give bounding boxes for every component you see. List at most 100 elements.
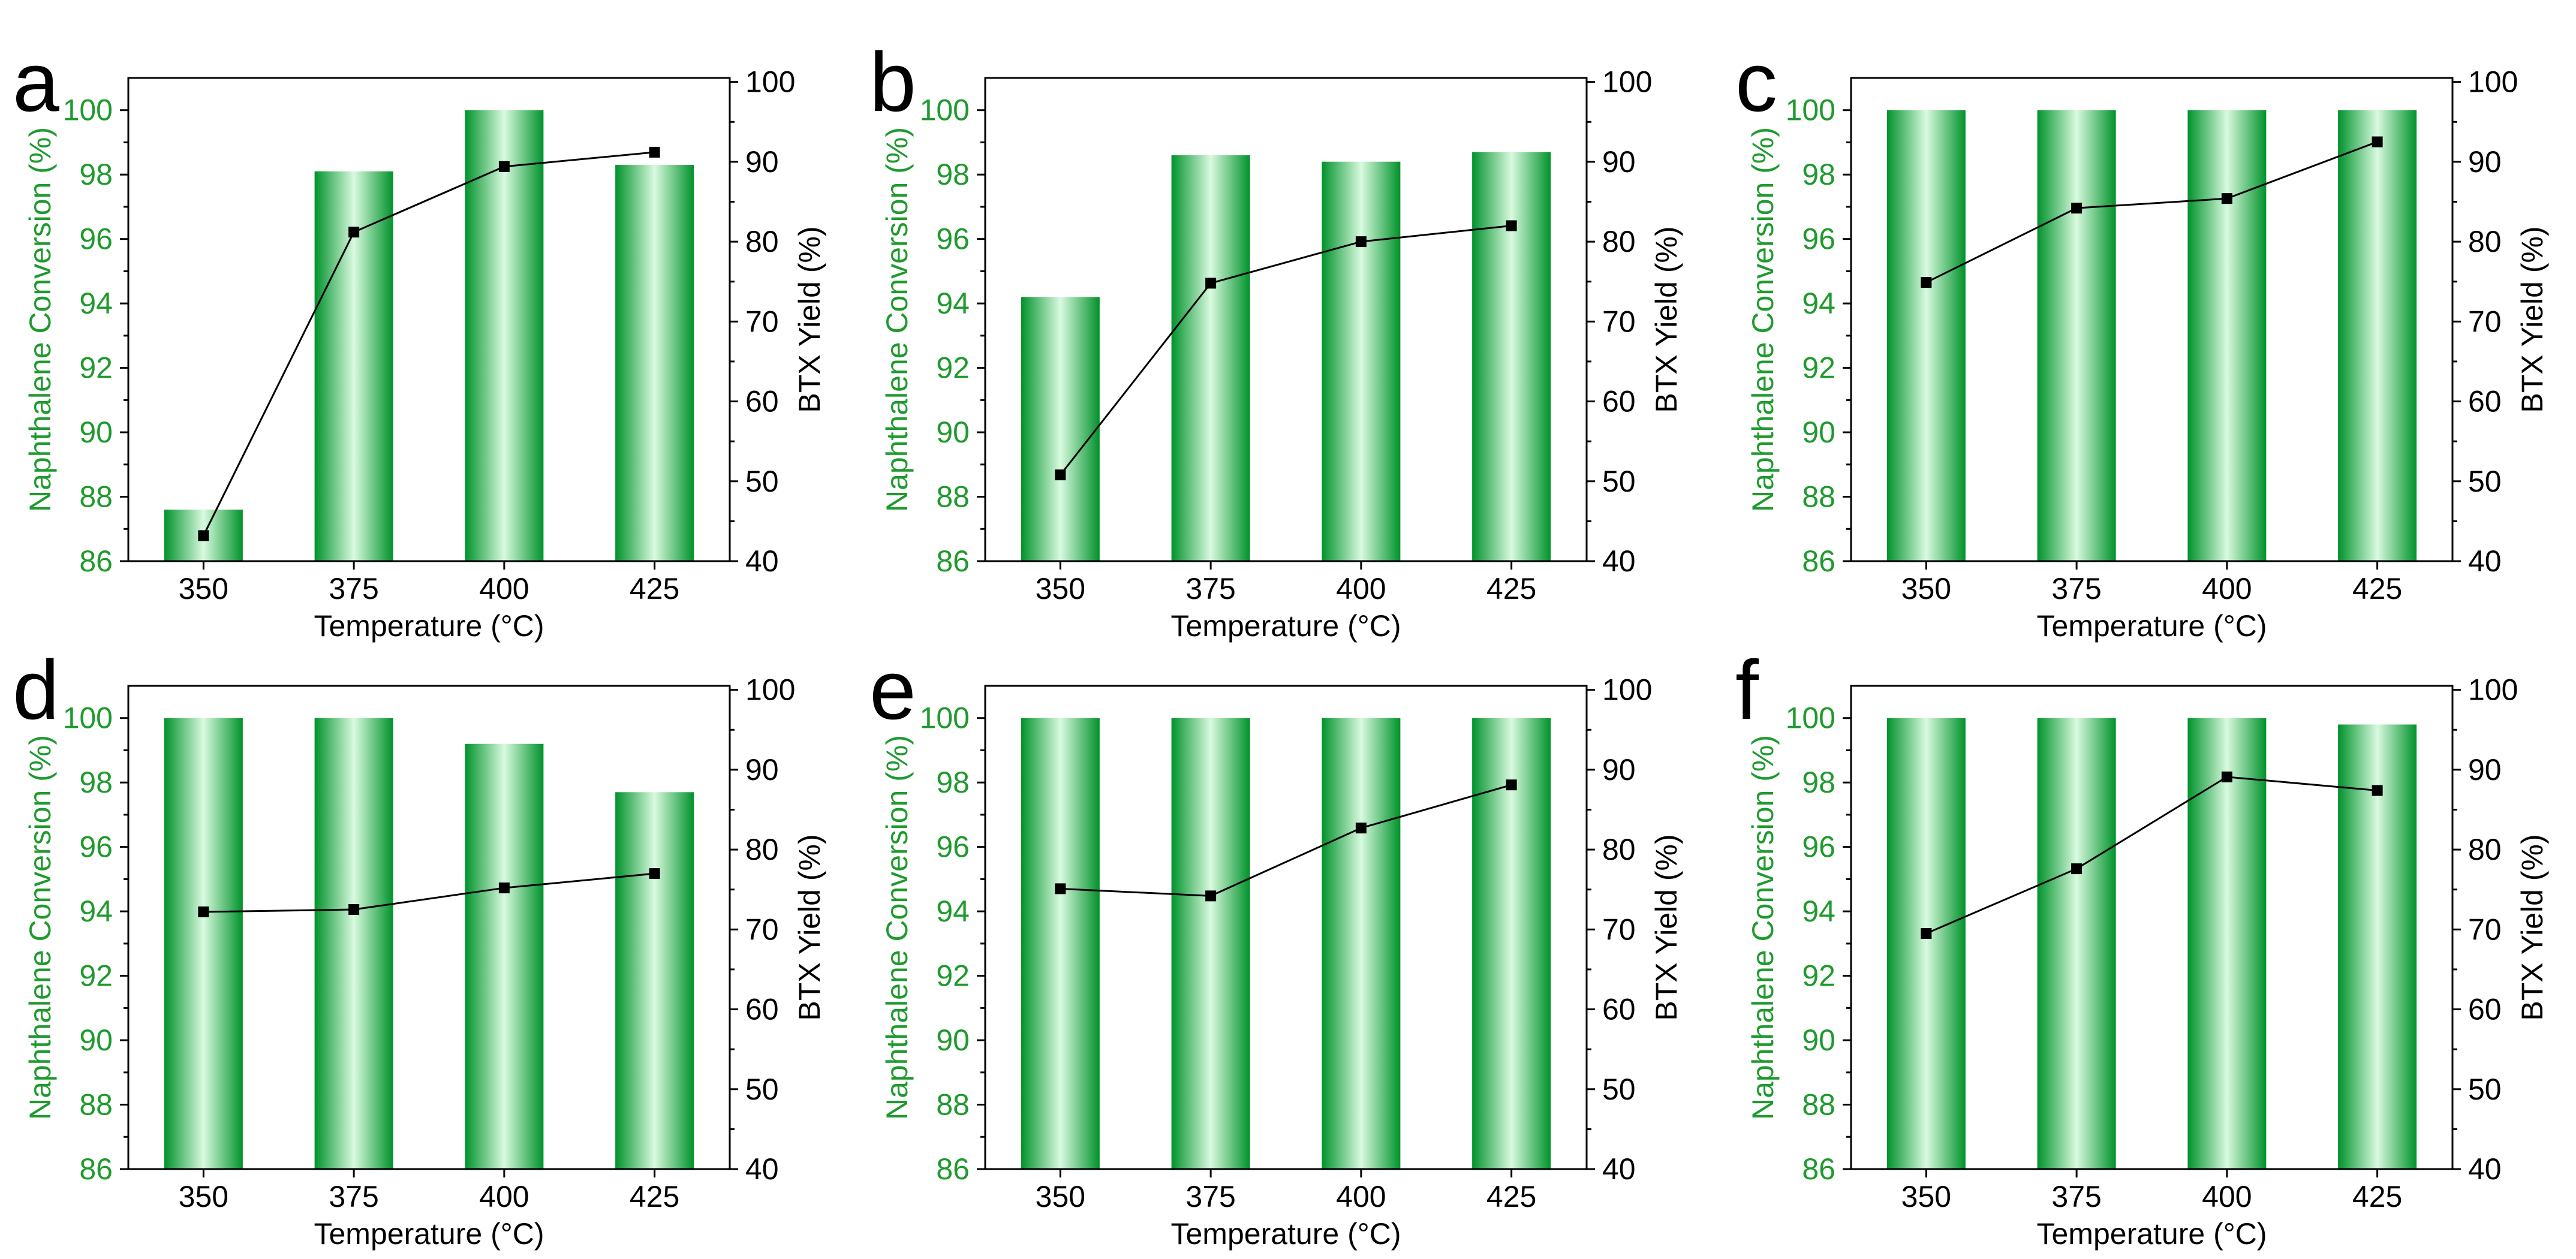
panel-label: c: [1735, 35, 1777, 129]
panel-label: d: [13, 643, 59, 737]
right-tick-label: 100: [745, 673, 795, 707]
left-tick-label: 100: [920, 701, 970, 735]
left-axis-title: Naphthalene Conversion (%): [1746, 735, 1780, 1120]
bar-e-375: [1171, 718, 1250, 1169]
right-tick-label: 70: [2468, 912, 2502, 946]
chart-panel-a: 86 88 90 92 94 96 98 100 40 50 60 70 80 90 100 350 375 40…: [13, 35, 826, 643]
x-tick-label: 400: [479, 572, 529, 606]
bar-b-425: [1472, 152, 1551, 561]
right-tick-label: 40: [1602, 544, 1636, 578]
btx-yield-point-e-375: [1205, 890, 1217, 902]
left-tick-label: 94: [1802, 287, 1835, 320]
btx-yield-point-f-400: [2221, 771, 2232, 782]
x-tick-label: 350: [179, 1180, 228, 1213]
left-axis-title: Naphthalene Conversion (%): [23, 735, 57, 1120]
left-tick-label: 96: [79, 222, 113, 256]
x-tick-label: 350: [1901, 572, 1951, 606]
x-tick-label: 350: [1036, 572, 1085, 606]
plot-frame: [127, 77, 731, 562]
right-tick-label: 60: [2468, 385, 2502, 418]
btx-yield-point-a-425: [649, 146, 660, 158]
left-tick-label: 90: [79, 415, 113, 449]
x-axis-title: Temperature (°C): [314, 609, 544, 643]
x-axis-title: Temperature (°C): [1171, 609, 1401, 643]
x-tick-label: 375: [329, 1180, 378, 1213]
bar-e-350: [1021, 718, 1100, 1169]
btx-yield-point-a-400: [498, 161, 510, 172]
left-tick-label: 86: [1802, 1152, 1835, 1186]
btx-yield-point-f-425: [2372, 785, 2383, 796]
right-tick-label: 50: [2468, 465, 2502, 498]
left-tick-label: 88: [79, 1088, 113, 1122]
right-tick-label: 60: [745, 385, 779, 418]
left-tick-label: 94: [936, 894, 970, 928]
right-tick-label: 90: [2468, 145, 2502, 179]
right-tick-label: 90: [745, 145, 779, 179]
btx-yield-point-e-425: [1506, 779, 1517, 791]
panel-label: f: [1735, 643, 1759, 737]
btx-yield-point-b-400: [1355, 236, 1367, 248]
left-tick-label: 100: [63, 94, 113, 127]
chart-panel-c: 86 88 90 92 94 96 98 100 40 50 60 70 80 90 100 350 375 40…: [1735, 35, 2549, 643]
plot-frame: [1850, 77, 2454, 562]
btx-yield-point-b-350: [1055, 469, 1066, 481]
btx-yield-point-a-375: [348, 227, 360, 238]
left-tick-label: 86: [79, 1152, 113, 1186]
right-tick-label: 40: [2468, 1152, 2502, 1186]
btx-yield-point-a-350: [198, 530, 209, 541]
bar-e-400: [1322, 718, 1401, 1169]
left-tick-label: 100: [1786, 701, 1835, 735]
bar-a-425: [615, 165, 694, 562]
btx-yield-line-e: [1060, 784, 1512, 897]
bar-a-400: [465, 110, 544, 561]
bar-f-350: [1886, 718, 1966, 1169]
x-tick-label: 425: [630, 1180, 679, 1213]
x-tick-label: 375: [1185, 572, 1235, 606]
x-tick-label: 350: [1036, 1180, 1085, 1213]
bar-d-425: [615, 792, 694, 1169]
x-axis-title: Temperature (°C): [2037, 1217, 2267, 1251]
left-tick-label: 98: [79, 766, 113, 799]
left-tick-label: 94: [79, 287, 113, 320]
x-tick-label: 400: [1336, 1180, 1386, 1213]
left-tick-label: 86: [1802, 544, 1835, 578]
right-tick-label: 50: [1602, 465, 1636, 498]
left-axis-title: Naphthalene Conversion (%): [1746, 127, 1780, 512]
x-axis-title: Temperature (°C): [2037, 609, 2267, 643]
right-tick-label: 70: [1602, 305, 1636, 338]
right-axis-title: BTX Yield (%): [793, 834, 826, 1020]
left-axis-title: Naphthalene Conversion (%): [880, 127, 914, 512]
right-tick-label: 50: [745, 465, 779, 498]
panel-label: e: [869, 643, 916, 737]
left-tick-label: 86: [79, 544, 113, 578]
right-tick-label: 100: [745, 65, 795, 99]
btx-yield-point-b-425: [1506, 220, 1517, 231]
left-tick-label: 88: [1802, 1088, 1835, 1122]
left-tick-label: 100: [63, 701, 113, 735]
btx-yield-point-c-350: [1921, 277, 1932, 288]
x-tick-label: 375: [2051, 1180, 2101, 1213]
x-tick-label: 375: [2051, 572, 2101, 606]
left-tick-label: 88: [936, 480, 970, 514]
right-tick-label: 80: [2468, 225, 2502, 258]
right-tick-label: 60: [1602, 993, 1636, 1026]
btx-yield-point-e-350: [1055, 883, 1066, 894]
right-axis-title: BTX Yield (%): [2515, 834, 2549, 1020]
chart-panel-f: 86 88 90 92 94 96 98 100 40 50 60 70 80 90 100 350 375 40…: [1735, 643, 2549, 1251]
right-tick-label: 70: [745, 305, 779, 338]
left-tick-label: 96: [79, 830, 113, 864]
x-tick-label: 425: [630, 572, 679, 606]
right-tick-label: 80: [2468, 833, 2502, 866]
btx-yield-point-c-425: [2372, 136, 2383, 147]
btx-yield-point-d-425: [649, 868, 660, 880]
right-tick-label: 60: [745, 993, 779, 1026]
bar-c-350: [1886, 110, 1966, 561]
right-tick-label: 100: [2468, 65, 2518, 99]
x-tick-label: 400: [479, 1180, 529, 1213]
left-tick-label: 92: [936, 959, 970, 993]
x-tick-label: 425: [2352, 1180, 2402, 1213]
right-tick-label: 40: [745, 544, 779, 578]
bar-f-400: [2187, 718, 2267, 1169]
left-axis-title: Naphthalene Conversion (%): [23, 127, 57, 512]
